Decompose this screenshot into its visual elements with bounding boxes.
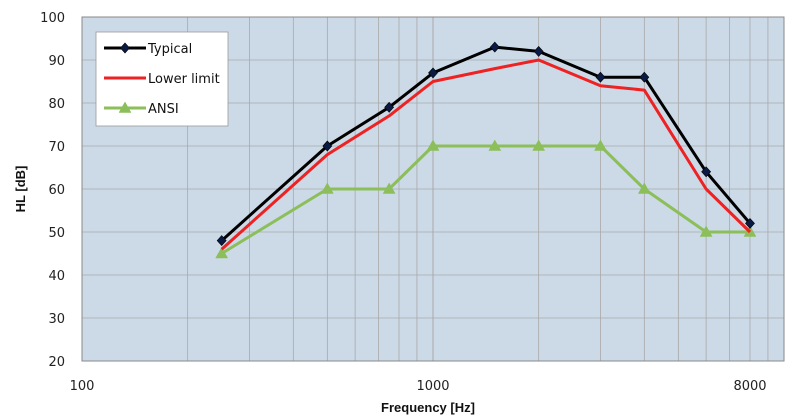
y-tick-label: 100 [40,11,65,26]
legend: Typical Lower limit ANSI [95,31,229,127]
legend-entry: Typical [104,42,192,57]
data-point-triangle [382,182,396,194]
data-point-diamond [428,67,438,79]
data-point-triangle [215,246,229,259]
series-line [220,58,752,251]
data-point-triangle [699,225,713,237]
data-point-triangle [118,101,132,113]
data-point-diamond [216,235,227,247]
series-line [220,45,752,242]
data-point-diamond [639,71,650,83]
y-axis-ticks: 20 30 40 50 60 70 80 90 100 [40,11,65,370]
data-point-diamond [533,45,544,57]
legend-entry: ANSI [104,101,179,117]
x-tick-label: 8000 [733,379,766,394]
x-axis-title: Frequency [Hz] [381,400,475,415]
y-tick-label: 70 [48,140,65,155]
data-point-diamond [120,42,130,54]
y-tick-label: 30 [48,312,65,327]
legend-label: ANSI [148,102,179,117]
y-tick-label: 90 [48,54,65,69]
data-point-diamond [701,166,712,178]
data-point-triangle [426,139,440,151]
y-tick-label: 40 [48,269,65,284]
series-typical [216,41,755,247]
y-tick-label: 20 [48,355,65,370]
series-layer [215,41,757,259]
data-point-triangle [594,139,607,151]
data-point-diamond [322,140,333,152]
data-point-triangle [532,139,546,151]
y-axis-title: HL [dB] [13,166,28,213]
data-point-diamond [384,101,395,113]
y-tick-label: 50 [48,226,65,241]
x-tick-label: 1000 [416,379,449,394]
data-point-diamond [489,41,500,53]
data-point-triangle [637,182,651,194]
y-tick-label: 60 [48,183,65,198]
plot-frame [81,16,785,362]
series-ansi [215,139,757,259]
x-axis-ticks: 100 1000 8000 [70,379,767,394]
legend-label: Typical [147,42,192,57]
y-tick-label: 80 [48,97,65,112]
data-point-triangle [320,182,334,194]
series-lower-limit [220,58,752,251]
data-point-diamond [745,217,755,229]
x-tick-label: 100 [70,379,95,394]
data-point-diamond [595,71,606,83]
legend-entry: Lower limit [104,72,220,87]
data-point-triangle [488,139,502,151]
legend-label: Lower limit [148,72,220,87]
series-line [220,144,750,255]
